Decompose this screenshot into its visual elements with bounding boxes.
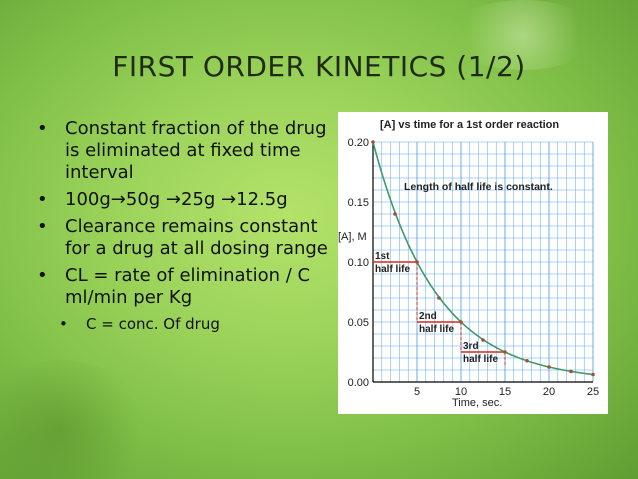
x-tick-label: 15: [499, 386, 511, 398]
bullet-item: • 100g→50g →25g →12.5g: [34, 189, 344, 211]
bullet-text: Constant fraction of the drug is elimina…: [65, 118, 327, 183]
data-point: [437, 296, 441, 300]
bullet-dot: •: [37, 265, 48, 286]
half-life-label: 3rd: [463, 341, 479, 352]
slide-title: FIRST ORDER KINETICS (1/2): [112, 50, 526, 83]
half-life-label: half life: [419, 324, 454, 335]
data-point: [569, 369, 573, 374]
chart-annotation: Length of half life is constant.: [404, 181, 553, 193]
x-tick-label: 25: [587, 386, 599, 398]
x-tick-label: 5: [414, 386, 420, 398]
chart-labels: [A] vs time for a 1st order reaction [A]…: [338, 119, 599, 409]
bullet-text: 100g→50g →25g →12.5g: [65, 189, 288, 210]
bullet-dot: •: [59, 315, 68, 333]
y-tick-label: 0.05: [348, 317, 369, 329]
data-point: [591, 372, 595, 377]
x-tick-label: 20: [543, 386, 555, 398]
bullet-dot: •: [37, 189, 48, 210]
half-life-label: 2nd: [419, 311, 437, 322]
data-point: [547, 365, 551, 369]
half-life-chart: [A] vs time for a 1st order reaction [A]…: [338, 119, 599, 409]
half-life-markers: [373, 261, 506, 367]
x-tick-label: 10: [455, 386, 467, 398]
y-tick-label: 0.00: [348, 377, 369, 389]
x-axis-label: Time, sec.: [452, 397, 502, 409]
bullet-dot: •: [37, 118, 48, 139]
data-point: [415, 260, 419, 264]
data-point: [393, 212, 397, 216]
bullet-text: Clearance remains constant for a drug at…: [65, 216, 328, 259]
bullet-item: • Clearance remains constant for a drug a…: [34, 216, 344, 260]
data-point: [371, 140, 375, 144]
decorative-shadow: [0, 360, 150, 479]
data-point: [481, 338, 485, 342]
data-point: [525, 358, 529, 363]
bullet-item: • Constant fraction of the drug is elimin…: [34, 118, 344, 184]
half-life-label: half life: [463, 354, 498, 365]
sub-bullet-item: • C = conc. Of drug: [34, 314, 344, 334]
y-axis-label: [A], M: [338, 231, 367, 243]
half-life-label: 1st: [375, 251, 390, 262]
chart-image: [A] vs time for a 1st order reaction [A]…: [338, 112, 608, 414]
y-tick-label: 0.20: [348, 137, 369, 149]
bullet-item: • CL = rate of elimination / C ml/min per…: [34, 265, 344, 309]
half-life-label: half life: [375, 264, 410, 275]
y-tick-label: 0.10: [348, 257, 369, 269]
sub-bullet-text: C = conc. Of drug: [86, 315, 220, 333]
y-tick-label: 0.15: [348, 197, 369, 209]
data-point: [459, 320, 463, 324]
bullet-list: • Constant fraction of the drug is elimin…: [34, 118, 344, 339]
data-point: [503, 350, 507, 354]
bullet-dot: •: [37, 216, 48, 237]
bullet-text: CL = rate of elimination / C ml/min per …: [65, 265, 311, 308]
concentration-curve: [371, 140, 595, 377]
decorative-glow: [448, 0, 598, 70]
chart-title: [A] vs time for a 1st order reaction: [380, 119, 559, 131]
